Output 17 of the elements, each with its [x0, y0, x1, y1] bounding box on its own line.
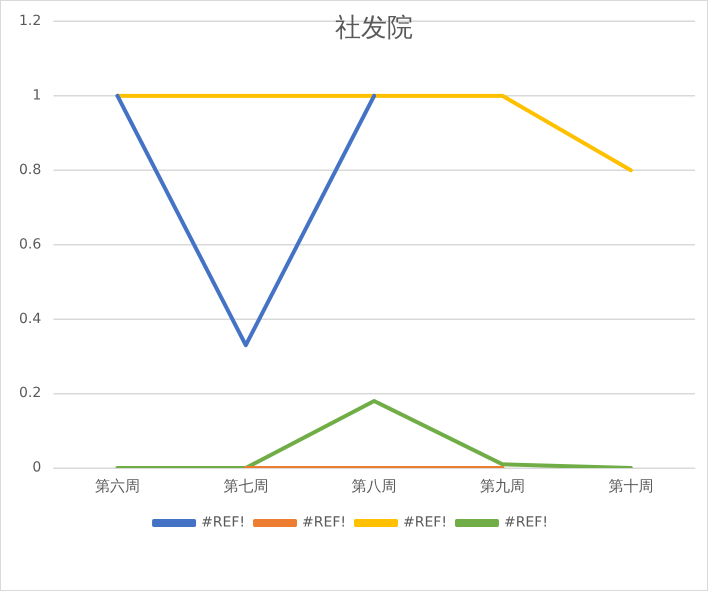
chart-title: 社发院: [335, 12, 414, 43]
y-tick-label: 0.2: [19, 385, 42, 402]
y-tick-label: 0.8: [19, 162, 42, 178]
legend-label: #REF!: [302, 514, 346, 531]
x-tick-label: 第七周: [223, 476, 268, 495]
y-tick-label: 0: [32, 460, 42, 476]
x-tick-label: 第六周: [94, 476, 140, 495]
x-tick-label: 第九周: [480, 476, 525, 495]
x-tick-label: 第八周: [352, 476, 397, 495]
y-tick-label: 1.2: [19, 13, 42, 30]
y-tick-label: 0.4: [19, 310, 42, 327]
y-tick-label: 1: [32, 87, 42, 104]
legend-label: #REF!: [504, 514, 548, 531]
legend-label: #REF!: [403, 514, 447, 531]
y-tick-label: 0.6: [19, 236, 42, 252]
x-tick-label: 第十周: [608, 476, 654, 495]
legend-label: #REF!: [201, 514, 246, 531]
